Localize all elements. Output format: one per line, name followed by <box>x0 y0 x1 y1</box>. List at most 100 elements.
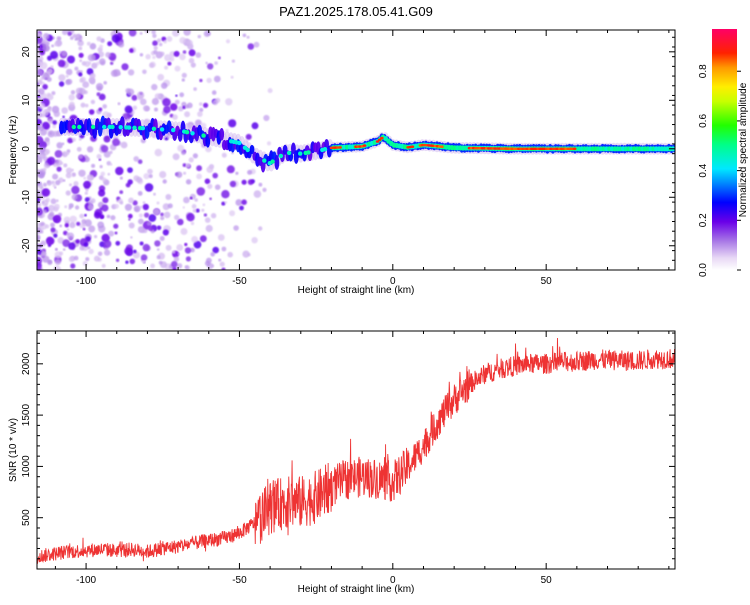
x-tick-label: 0 <box>390 575 396 586</box>
noise-speckle <box>98 107 103 112</box>
noise-speckle <box>53 233 58 238</box>
noise-speckle <box>59 251 64 256</box>
noise-speckle <box>182 206 185 209</box>
noise-speckle <box>67 31 72 36</box>
noise-speckle <box>185 163 191 168</box>
noise-speckle <box>65 172 72 179</box>
ridge-core <box>77 124 82 130</box>
noise-speckle <box>42 182 47 187</box>
noise-speckle <box>158 260 163 265</box>
noise-speckle <box>82 227 86 231</box>
noise-speckle <box>189 196 193 200</box>
noise-speckle <box>52 120 57 125</box>
noise-speckle <box>68 94 75 101</box>
noise-speckle <box>188 57 195 64</box>
noise-speckle <box>224 201 228 204</box>
noise-speckle <box>128 218 131 221</box>
noise-speckle <box>119 190 124 195</box>
noise-speckle <box>172 250 176 254</box>
noise-speckle <box>74 66 79 71</box>
noise-speckle <box>143 173 150 180</box>
ridge-core <box>151 126 157 131</box>
ridge-core <box>190 131 195 136</box>
noise-speckle <box>164 54 172 62</box>
noise-speckle <box>86 68 94 75</box>
noise-speckle <box>251 237 258 244</box>
noise-speckle <box>184 30 191 34</box>
noise-speckle <box>90 73 94 77</box>
noise-speckle <box>196 187 206 196</box>
ridge-core <box>71 124 77 130</box>
noise-speckle <box>153 45 158 51</box>
noise-speckle <box>212 99 219 106</box>
noise-speckle <box>45 138 49 142</box>
noise-speckle <box>41 188 51 197</box>
noise-speckle <box>63 163 68 168</box>
noise-speckle <box>41 129 48 136</box>
noise-speckle <box>45 224 50 229</box>
snr-axes: -100 -50 0 50 500 1000 1500 2000 <box>21 331 675 586</box>
noise-speckle <box>96 92 101 97</box>
noise-speckle <box>221 246 227 252</box>
noise-speckle <box>37 69 44 77</box>
noise-speckle <box>211 264 215 268</box>
noise-speckle <box>152 55 156 60</box>
ridge-band <box>249 144 255 155</box>
colorbar-label: Normalized spectral amplitude <box>738 82 749 217</box>
noise-speckle <box>78 87 86 95</box>
noise-speckle <box>51 180 55 185</box>
noise-speckle <box>61 107 68 114</box>
noise-speckle <box>58 51 62 54</box>
noise-speckle <box>97 51 105 58</box>
noise-speckle <box>104 249 111 256</box>
noise-speckle <box>40 92 48 100</box>
noise-speckle <box>119 176 123 180</box>
y-tick-label: 10 <box>21 94 32 106</box>
noise-speckle <box>192 153 198 159</box>
noise-speckle <box>102 197 109 204</box>
noise-speckle <box>182 105 186 110</box>
noise-speckle <box>83 176 87 180</box>
noise-speckle <box>38 88 45 95</box>
x-tick-label: 0 <box>390 276 396 287</box>
noise-speckle <box>172 266 177 270</box>
noise-speckle <box>46 92 51 97</box>
noise-speckle <box>58 81 65 87</box>
noise-speckle <box>153 208 160 216</box>
noise-speckle <box>205 61 208 65</box>
noise-speckle <box>75 34 80 38</box>
colorbar-tick-label: 0.6 <box>698 114 709 128</box>
noise-speckle <box>128 197 134 204</box>
ridge-peak <box>440 145 444 148</box>
noise-speckle <box>86 41 91 46</box>
noise-speckle <box>129 48 134 53</box>
noise-speckle <box>69 215 77 223</box>
noise-speckle <box>247 169 253 175</box>
noise-speckle <box>83 180 91 189</box>
noise-speckle <box>109 150 113 154</box>
noise-speckle <box>149 62 155 68</box>
y-tick-label: -10 <box>21 190 32 205</box>
noise-speckle <box>84 191 88 195</box>
noise-speckle <box>173 256 180 262</box>
noise-speckle <box>50 50 58 59</box>
noise-speckle <box>62 239 71 248</box>
noise-speckle <box>154 148 163 157</box>
noise-speckle <box>41 199 49 207</box>
noise-speckle <box>233 225 239 231</box>
noise-speckle <box>56 142 63 149</box>
noise-speckle <box>132 251 140 259</box>
noise-speckle <box>110 215 116 221</box>
noise-speckle <box>47 156 56 165</box>
noise-speckle <box>87 246 91 250</box>
noise-speckle <box>45 236 55 246</box>
noise-speckle <box>186 39 193 47</box>
noise-speckle <box>54 150 63 158</box>
noise-speckle <box>98 189 106 197</box>
noise-speckle <box>61 151 68 158</box>
noise-speckle <box>68 242 76 250</box>
noise-speckle <box>41 201 45 204</box>
noise-speckle <box>144 183 154 192</box>
noise-speckle <box>103 81 107 85</box>
ridge-core <box>201 133 206 138</box>
